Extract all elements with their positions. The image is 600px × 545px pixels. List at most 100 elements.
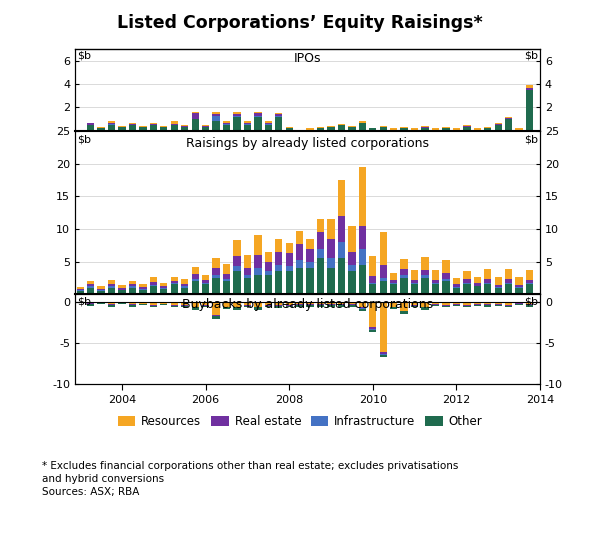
Bar	[191, 112, 199, 113]
Bar	[223, 274, 230, 279]
Text: Listed Corporations’ Equity Raisings*: Listed Corporations’ Equity Raisings*	[117, 14, 483, 32]
Bar	[223, 306, 230, 307]
Bar	[181, 128, 188, 131]
Bar	[129, 125, 136, 131]
Bar	[473, 305, 481, 306]
Bar	[473, 287, 481, 294]
Bar	[244, 305, 251, 306]
Bar	[442, 278, 449, 281]
Bar	[97, 128, 105, 129]
Bar	[380, 302, 387, 352]
Bar	[129, 288, 136, 294]
Bar	[453, 302, 460, 304]
Bar	[380, 232, 387, 265]
Bar	[139, 302, 146, 304]
Bar	[212, 112, 220, 114]
Bar	[77, 287, 84, 289]
Bar	[108, 287, 115, 288]
Bar	[77, 291, 84, 294]
Bar	[505, 119, 512, 131]
Bar	[453, 305, 460, 306]
Bar	[296, 268, 304, 294]
Bar	[338, 258, 345, 294]
Bar	[401, 129, 408, 131]
Bar	[515, 303, 523, 304]
Bar	[160, 304, 167, 305]
Bar	[515, 287, 523, 288]
Bar	[526, 283, 533, 284]
Bar	[202, 125, 209, 126]
Bar	[286, 243, 293, 253]
Bar	[463, 278, 470, 282]
Bar	[275, 306, 283, 308]
Bar	[338, 304, 345, 305]
Bar	[223, 125, 230, 131]
Bar	[484, 278, 491, 282]
Bar	[328, 304, 335, 305]
Bar	[202, 306, 209, 307]
Bar	[191, 307, 199, 310]
Bar	[390, 280, 397, 283]
Bar	[275, 114, 283, 116]
Bar	[317, 249, 324, 258]
Bar	[526, 305, 533, 306]
Bar	[484, 302, 491, 304]
Bar	[328, 302, 335, 304]
Bar	[338, 125, 345, 131]
Bar	[254, 302, 262, 306]
Bar	[494, 287, 502, 288]
Bar	[432, 130, 439, 131]
Bar	[526, 85, 533, 88]
Bar	[108, 288, 115, 294]
Bar	[401, 311, 408, 312]
Bar	[170, 281, 178, 283]
Bar	[275, 117, 283, 131]
Bar	[359, 302, 366, 306]
Bar	[233, 117, 241, 131]
Bar	[244, 124, 251, 125]
Bar	[286, 305, 293, 306]
Bar	[432, 284, 439, 294]
Bar	[139, 126, 146, 128]
Bar	[118, 288, 125, 290]
Bar	[129, 281, 136, 284]
Bar	[307, 268, 314, 294]
Bar	[473, 277, 481, 283]
Bar	[526, 302, 533, 304]
Bar	[463, 271, 470, 278]
Bar	[453, 284, 460, 287]
Bar	[494, 123, 502, 124]
Bar	[317, 302, 324, 304]
Bar	[191, 279, 199, 281]
Bar	[212, 114, 220, 116]
Bar	[369, 284, 376, 294]
Bar	[223, 302, 230, 306]
Bar	[77, 290, 84, 291]
Bar	[453, 287, 460, 288]
Bar	[421, 307, 429, 310]
Bar	[453, 304, 460, 305]
Bar	[286, 129, 293, 131]
Bar	[473, 130, 481, 131]
Bar	[77, 289, 84, 290]
Bar	[421, 129, 429, 131]
Text: $b: $b	[77, 51, 91, 60]
Bar	[348, 128, 356, 131]
Bar	[453, 130, 460, 131]
Bar	[181, 279, 188, 284]
Bar	[380, 128, 387, 131]
Bar	[432, 283, 439, 284]
Bar	[463, 125, 470, 126]
Bar	[348, 304, 356, 305]
Bar	[359, 122, 366, 123]
Bar	[494, 277, 502, 285]
Bar	[286, 271, 293, 294]
Bar	[150, 123, 157, 124]
Bar	[484, 129, 491, 131]
Bar	[223, 264, 230, 274]
Bar	[233, 116, 241, 117]
Bar	[494, 305, 502, 306]
Bar	[87, 287, 94, 288]
Bar	[265, 125, 272, 131]
Bar	[411, 280, 418, 283]
